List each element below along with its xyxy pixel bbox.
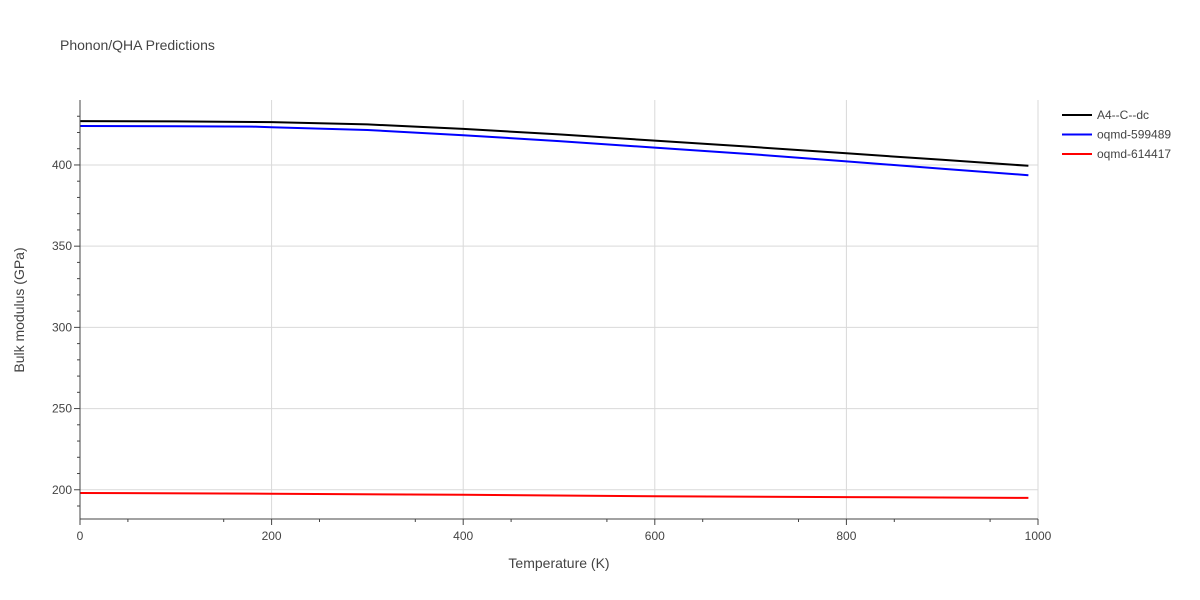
legend-label-0: A4--C--dc	[1097, 108, 1149, 122]
series-layer	[79, 120, 1029, 499]
legend-label-2: oqmd-614417	[1097, 147, 1171, 161]
x-tick-label: 800	[836, 529, 856, 543]
y-tick-label: 400	[52, 158, 72, 172]
y-tick-label: 250	[52, 402, 72, 416]
legend: A4--C--dc oqmd-599489 oqmd-614417	[1062, 108, 1171, 161]
x-tick-label: 200	[262, 529, 282, 543]
y-tick-label: 300	[52, 320, 72, 334]
x-axis-title: Temperature (K)	[508, 555, 609, 571]
y-tick-label: 200	[52, 483, 72, 497]
series-line-1	[79, 125, 1029, 177]
y-axis-title: Bulk modulus (GPa)	[11, 247, 27, 372]
y-tick-label: 350	[52, 239, 72, 253]
axes-layer: 0 200 400 600 800 1000 200 250 300 350 400	[52, 100, 1052, 543]
chart-title: Phonon/QHA Predictions	[60, 37, 215, 53]
legend-label-1: oqmd-599489	[1097, 128, 1171, 142]
x-tick-label: 400	[453, 529, 473, 543]
x-tick-label: 0	[77, 529, 84, 543]
series-line-0	[79, 120, 1029, 167]
series-line-2	[79, 492, 1029, 499]
grid-layer	[80, 100, 1039, 519]
x-tick-label: 1000	[1025, 529, 1052, 543]
x-tick-label: 600	[645, 529, 665, 543]
